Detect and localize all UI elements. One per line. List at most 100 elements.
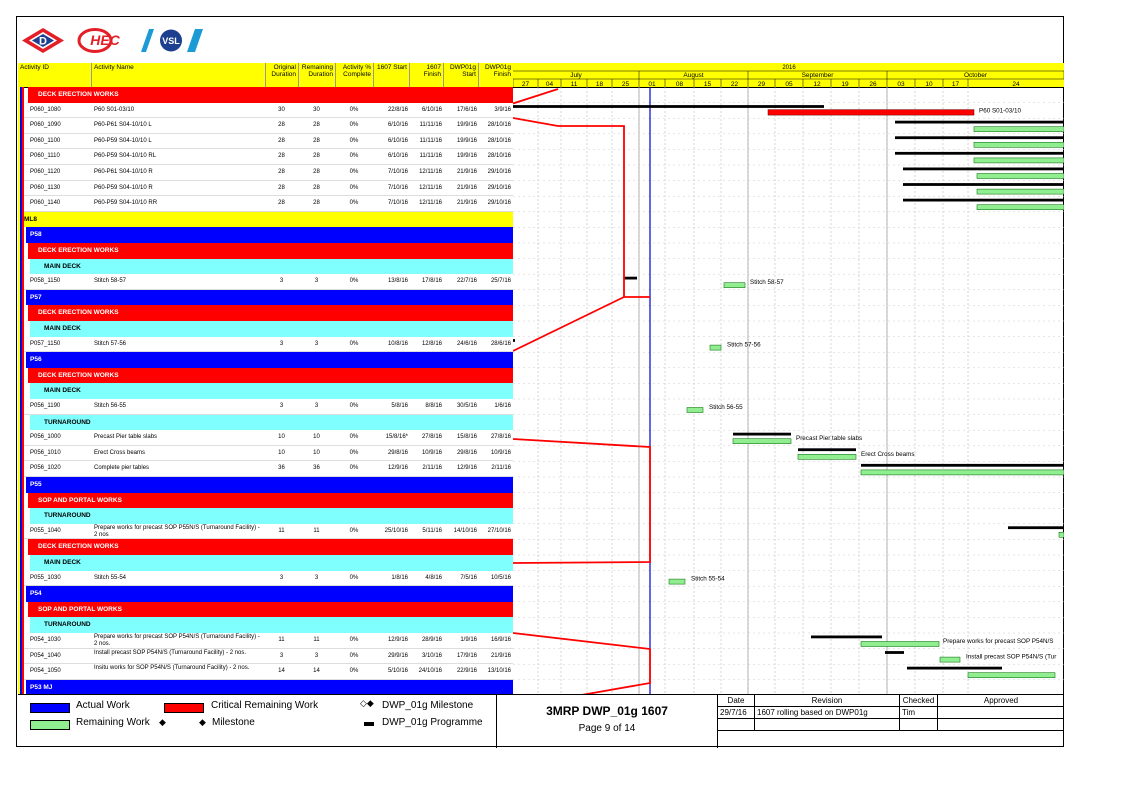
activity-row[interactable]: P057_1150 Stitch 57-56 3 3 0% 10/8/16 12/8/16 2…: [18, 336, 513, 353]
col-1607-finish[interactable]: 1607 Finish: [410, 63, 444, 87]
activity-row[interactable]: P056_1190 Stitch 56-55 3 3 0% 5/8/16 8/8/16 30/…: [18, 399, 513, 415]
week-label: 25: [622, 81, 630, 87]
wbs-band[interactable]: P54: [26, 586, 513, 602]
activity-row[interactable]: P060_1110 P60-P59 S04-10/10 RL 28 28 0% 6/10/…: [18, 149, 513, 165]
col-percent-complete[interactable]: Activity % Complete: [336, 63, 374, 87]
original-duration: 3: [279, 340, 284, 347]
remaining-work-bar: [709, 344, 722, 351]
week-label: 11: [571, 81, 578, 87]
activity-row[interactable]: P054_1030 Prepare works for precast SOP P…: [18, 633, 513, 649]
week-label: 15: [704, 81, 712, 87]
wbs-band[interactable]: SOP AND PORTAL WORKS: [28, 492, 513, 509]
activity-row[interactable]: P060_1080 P60 S01-03/10 30 30 0% 22/8/16 6/10/…: [18, 102, 513, 119]
bar-label: Precast Pier table slabs: [796, 435, 862, 442]
wbs-band[interactable]: TURNAROUND: [30, 414, 513, 431]
wbs-band[interactable]: DECK ERECTION WORKS: [28, 305, 513, 321]
activity-row[interactable]: P060_1130 P60-P59 S04-10/10 R 28 28 0% 7/10/1…: [18, 180, 513, 197]
wbs-band[interactable]: MAIN DECK: [30, 383, 513, 399]
activity-row[interactable]: P056_1000 Precast Pier table slabs 10 10 0% 1…: [18, 430, 513, 446]
remaining-duration: 28: [313, 153, 320, 160]
wbs-band[interactable]: MAIN DECK: [30, 555, 513, 571]
activity-row[interactable]: P060_1120 P60-P61 S04-10/10 R 28 28 0% 7/10/1…: [18, 165, 513, 181]
activity-name: Erect Cross beams: [94, 449, 146, 456]
start-1607: 6/10/16: [387, 122, 408, 129]
dwp-start: 19/9/16: [456, 122, 477, 129]
activity-row[interactable]: P056_1010 Erect Cross beams 10 10 0% 29/8/16 1…: [18, 445, 513, 462]
col-activity-id[interactable]: Activity ID: [18, 63, 92, 87]
original-duration: 10: [278, 434, 285, 441]
legend-dwp-milestone: DWP_01g Milestone: [382, 700, 474, 711]
week-label: 01: [648, 81, 656, 87]
wbs-band[interactable]: MAIN DECK: [30, 321, 513, 337]
week-label: 27: [522, 81, 530, 87]
wbs-band[interactable]: DECK ERECTION WORKS: [28, 87, 513, 103]
wbs-level-stripe: [20, 87, 22, 694]
activity-row[interactable]: P060_1140 P60-P59 S04-10/10 RR 28 28 0% 7/10/…: [18, 196, 513, 212]
legend-actual-swatch: [30, 703, 70, 713]
activity-row[interactable]: P055_1030 Stitch 55-54 3 3 0% 1/8/16 4/8/16 7/5…: [18, 570, 513, 587]
wbs-band[interactable]: MAIN DECK: [30, 258, 513, 275]
col-dwp01g-start[interactable]: DWP01g Start: [444, 63, 479, 87]
activity-row[interactable]: P056_1020 Complete pier tables 36 36 0% 12/9/…: [18, 461, 513, 477]
bar-label: Install precast SOP P54N/S (Tur: [966, 654, 1056, 661]
col-dwp01g-finish[interactable]: DWP01g Finish: [484, 64, 511, 78]
col-original-duration[interactable]: Original Duration: [266, 63, 299, 87]
start-1607: 5/8/16: [391, 403, 408, 409]
wbs-band[interactable]: P55: [26, 477, 513, 493]
dwp-start: 12/9/16: [456, 465, 477, 472]
col-1607-start[interactable]: 1607 Start: [374, 63, 410, 87]
divider: [717, 706, 1064, 707]
wbs-label: P53 MJ: [30, 683, 53, 691]
wbs-band[interactable]: P57: [26, 289, 513, 306]
wbs-band[interactable]: P58: [26, 227, 513, 243]
wbs-band[interactable]: DECK ERECTION WORKS: [28, 367, 513, 384]
col-remaining-duration[interactable]: Remaining Duration: [299, 63, 336, 87]
page-number: Page 9 of 14: [578, 723, 636, 734]
critical-path-link: [512, 117, 650, 298]
original-duration: 3: [279, 403, 284, 409]
activity-row[interactable]: P054_1050 Insitu works for SOP P54N/S (Tu…: [18, 664, 513, 680]
week-label: 17: [952, 81, 960, 87]
activity-row[interactable]: P055_1040 Prepare works for precast SOP P…: [18, 523, 513, 540]
legend-remaining-swatch: [30, 720, 70, 730]
activity-row[interactable]: P060_1090 P60-P61 S04-10/10 L 28 28 0% 6/10/1…: [18, 118, 513, 134]
wbs-band[interactable]: P56: [26, 352, 513, 368]
legend-remaining-work: Remaining Work: [76, 717, 150, 728]
activity-id: P060_1120: [30, 169, 61, 175]
remaining-duration: 3: [314, 278, 319, 285]
original-duration: 28: [278, 153, 285, 160]
activity-name: P60-P61 S04-10/10 R: [94, 169, 153, 175]
dwp-programme-bar: [903, 183, 1064, 186]
legend-programme-swatch: [364, 722, 374, 726]
dwp-programme-bar: [1008, 526, 1064, 530]
col-activity-name[interactable]: Activity Name: [92, 63, 266, 87]
wbs-band[interactable]: DECK ERECTION WORKS: [28, 243, 513, 259]
original-duration: 28: [278, 122, 285, 129]
chec-logo: HEC: [77, 28, 121, 53]
wbs-band[interactable]: ML8: [18, 211, 513, 228]
rev-header-revision: Revision: [811, 696, 843, 705]
remaining-work-bar: [976, 204, 1065, 210]
start-1607: 12/9/16: [387, 637, 408, 643]
bar-label: P60 S01-03/10: [979, 108, 1022, 115]
wbs-band[interactable]: TURNAROUND: [30, 617, 513, 633]
activity-row[interactable]: P058_1150 Stitch 58-57 3 3 0% 13/8/16 17/8/16 2…: [18, 274, 513, 290]
activity-row[interactable]: P060_1100 P60-P59 S04-10/10 L 28 28 0% 6/10/1…: [18, 133, 513, 150]
critical-path-link: [512, 438, 651, 564]
dwp-finish: 13/10/16: [487, 668, 511, 675]
dwp-start: 21/9/16: [456, 169, 477, 175]
wbs-band[interactable]: SOP AND PORTAL WORKS: [28, 601, 513, 618]
wbs-band[interactable]: TURNAROUND: [30, 508, 513, 524]
wbs-band[interactable]: DECK ERECTION WORKS: [28, 539, 513, 555]
dwp-finish: 29/10/16: [487, 184, 511, 191]
activity-name: P60-P59 S04-10/10 RR: [94, 200, 158, 207]
wbs-label: P56: [30, 356, 42, 364]
wbs-band[interactable]: P53 MJ: [26, 679, 513, 696]
activity-row[interactable]: P054_1040 Install precast SOP P54N/S (Tur…: [18, 648, 513, 665]
remaining-duration: 3: [314, 574, 319, 581]
svg-text:D: D: [39, 36, 47, 48]
gantt-chart: P60 S01-03/10 Stitch 58-57 Stitch 57-56 Sti…: [512, 87, 1065, 708]
finish-1607: 12/8/16: [421, 340, 442, 347]
dwp-finish: 16/9/16: [490, 637, 511, 643]
gantt-timescale: 2016 July August September October 27 04 11 18 25…: [512, 63, 1065, 88]
